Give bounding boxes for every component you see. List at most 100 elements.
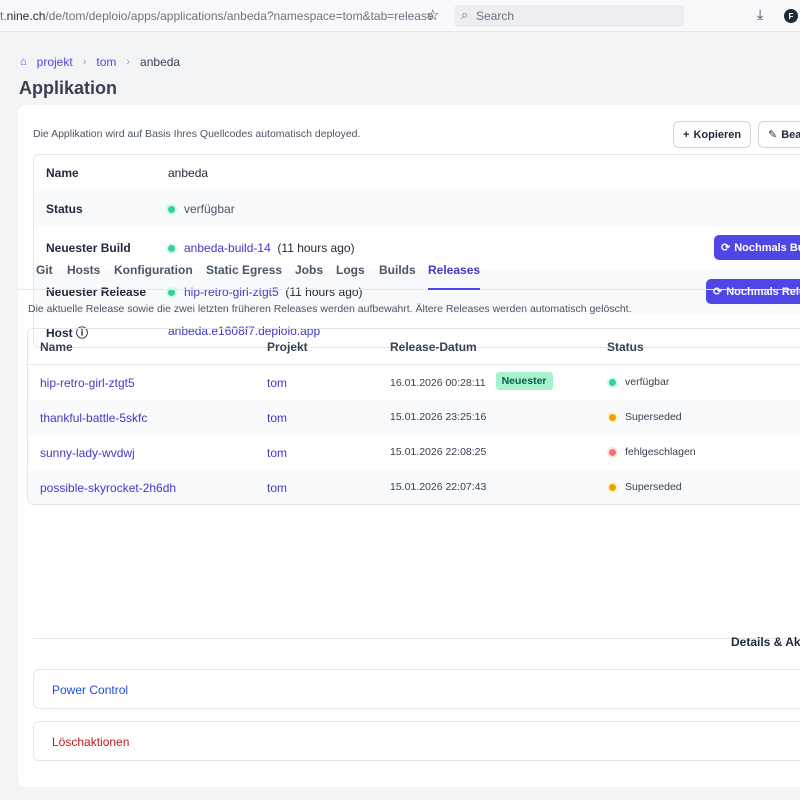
column-header-date: Release-Datum <box>390 340 477 354</box>
breadcrumb-item-tom[interactable]: tom <box>96 55 117 69</box>
power-control-label: Power Control <box>52 683 129 697</box>
status-dot-icon <box>609 483 616 491</box>
search-input[interactable] <box>476 8 676 24</box>
release-status-text: Superseded <box>625 411 682 423</box>
address-bar[interactable]: t.nine.ch/de/tom/deploio/apps/applicatio… <box>0 9 434 23</box>
release-name-link[interactable]: hip-retro-girl-ztgt5 <box>40 376 135 390</box>
status-dot-icon <box>609 413 616 421</box>
build-value: anbeda-build-14 (11 hours ago) <box>168 241 355 255</box>
tab-hosts[interactable]: Hosts <box>67 263 101 277</box>
section-divider <box>33 638 800 639</box>
release-name-link[interactable]: possible-skyrocket-2h6dh <box>40 481 177 495</box>
release-project-link[interactable]: tom <box>267 376 288 390</box>
release-project-link[interactable]: tom <box>267 411 288 425</box>
tab-static-egress[interactable]: Static Egress <box>206 263 283 277</box>
status-dot-icon <box>168 205 175 213</box>
edit-icon: ✎ <box>768 129 778 141</box>
releases-description: Die aktuelle Release sowie die zwei letz… <box>28 303 632 315</box>
column-header-project: Projekt <box>267 340 308 354</box>
rerelease-button[interactable]: ⟳ Nochmals Rele <box>706 279 800 304</box>
detail-row-name: Name anbeda <box>34 155 800 191</box>
edit-button[interactable]: ✎ Bear <box>758 121 800 148</box>
bookmark-star-icon[interactable]: ☆ <box>426 7 440 24</box>
tab-builds[interactable]: Builds <box>379 263 416 277</box>
table-row: possible-skyrocket-2h6dh tom 15.01.2026 … <box>28 470 800 504</box>
detail-row-status: Status verfügbar <box>34 191 800 226</box>
build-time: (11 hours ago) <box>277 241 355 255</box>
detail-label: Neuester Release <box>46 285 147 299</box>
release-name-link[interactable]: thankful-battle-5skfc <box>40 411 148 425</box>
detail-label: Status <box>46 202 83 216</box>
status-dot-icon <box>609 378 616 386</box>
newest-badge: Neuester <box>495 372 553 390</box>
details-table: Name anbeda Status verfügbar Neuester Bu… <box>33 154 800 348</box>
tab-jobs[interactable]: Jobs <box>295 263 324 277</box>
release-status-text: Superseded <box>625 481 682 493</box>
release-date: 15.01.2026 23:25:16 <box>390 411 487 423</box>
delete-actions-label: Löschaktionen <box>52 735 130 749</box>
power-control-card[interactable]: Power Control <box>33 669 800 709</box>
release-status-text: fehlgeschlagen <box>625 446 696 458</box>
detail-label: Name <box>46 166 79 180</box>
detail-row-host: Host ⓘ anbeda.e1608f7.deploio.app <box>34 314 800 347</box>
build-link[interactable]: anbeda-build-14 <box>184 241 271 255</box>
detail-value: anbeda <box>168 166 209 180</box>
table-row: thankful-battle-5skfc tom 15.01.2026 23:… <box>28 400 800 435</box>
tab-bar: Git Hosts Konfiguration Static Egress Jo… <box>18 256 800 290</box>
copy-button[interactable]: + Kopieren <box>673 121 751 148</box>
release-date-text: 16.01.2026 00:28:11 <box>390 377 486 389</box>
plus-icon: + <box>683 128 690 141</box>
tab-logs[interactable]: Logs <box>336 263 365 277</box>
status-dot-icon <box>168 244 175 252</box>
status-dot-icon <box>168 288 175 296</box>
release-value: hip-retro-girl-ztgt5 (11 hours ago) <box>168 285 363 299</box>
releases-table: Name Projekt Release-Datum Status hip-re… <box>27 328 800 505</box>
url-host: nine.ch <box>6 9 46 23</box>
release-status: fehlgeschlagen <box>609 446 696 458</box>
release-date: 15.01.2026 22:08:25 <box>390 446 487 458</box>
tab-git[interactable]: Git <box>36 263 53 277</box>
rerelease-button-label: Nochmals Rele <box>726 285 800 298</box>
detail-label: Host ⓘ <box>46 324 88 341</box>
release-project-link[interactable]: tom <box>267 446 288 460</box>
table-row: hip-retro-girl-ztgt5 tom 16.01.2026 00:2… <box>28 365 800 400</box>
refresh-icon: ⟳ <box>713 286 723 298</box>
release-link[interactable]: hip-retro-girl-ztgt5 <box>184 285 279 299</box>
detail-row-build: Neuester Build anbeda-build-14 (11 hours… <box>34 226 800 270</box>
rebuild-button[interactable]: ⟳Nochmals Buil <box>714 235 800 260</box>
edit-button-label: Bear <box>781 128 800 141</box>
release-status: verfügbar <box>609 376 669 388</box>
detail-row-release: Neuester Release hip-retro-girl-ztgt5 (1… <box>34 270 800 314</box>
release-date: 16.01.2026 00:28:11 Neuester <box>390 372 553 390</box>
browser-toolbar: t.nine.ch/de/tom/deploio/apps/applicatio… <box>0 0 800 32</box>
detail-label: Neuester Build <box>46 241 131 255</box>
copy-button-label: Kopieren <box>693 128 742 141</box>
host-label: Host <box>46 326 73 340</box>
release-name-link[interactable]: sunny-lady-wvdwj <box>40 446 135 460</box>
tab-releases[interactable]: Releases <box>428 263 481 290</box>
status-text: verfügbar <box>184 202 235 216</box>
url-path: /de/tom/deploio/apps/applications/anbeda… <box>45 9 434 23</box>
info-icon[interactable]: ⓘ <box>76 326 89 340</box>
release-date: 15.01.2026 22:07:43 <box>390 481 487 493</box>
release-project-link[interactable]: tom <box>267 481 288 495</box>
breadcrumb-item-projekt[interactable]: projekt <box>36 55 73 69</box>
column-header-status: Status <box>607 340 644 354</box>
host-link[interactable]: anbeda.e1608f7.deploio.app <box>168 324 321 338</box>
extension-icon[interactable]: F <box>784 9 798 23</box>
home-icon[interactable]: ⌂ <box>20 56 27 68</box>
application-description: Die Applikation wird auf Basis Ihres Que… <box>33 128 361 140</box>
delete-actions-card[interactable]: Löschaktionen <box>33 721 800 761</box>
page-title: Applikation <box>19 78 117 98</box>
release-status-text: verfügbar <box>625 376 670 388</box>
tab-konfiguration[interactable]: Konfiguration <box>114 263 193 277</box>
release-status: Superseded <box>609 481 682 493</box>
column-header-name: Name <box>40 340 73 354</box>
table-row: sunny-lady-wvdwj tom 15.01.2026 22:08:25… <box>28 435 800 470</box>
release-status: Superseded <box>609 411 682 423</box>
details-actions-toggle[interactable]: Details & Akt <box>731 635 800 649</box>
breadcrumb: ⌂ projekt › tom › anbeda <box>20 55 180 69</box>
browser-search-box[interactable]: ⌕ <box>454 5 684 27</box>
download-icon[interactable]: ⤓ <box>757 6 764 22</box>
refresh-icon: ⟳ <box>721 242 731 254</box>
